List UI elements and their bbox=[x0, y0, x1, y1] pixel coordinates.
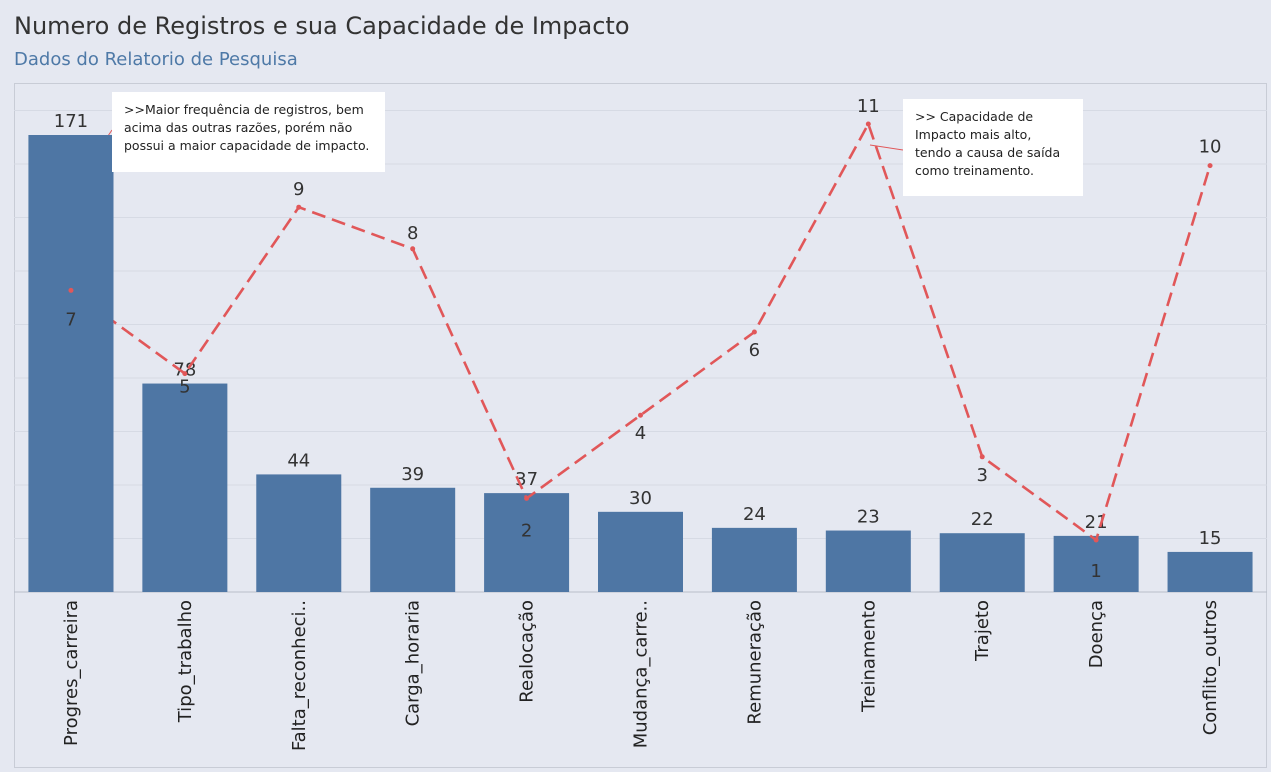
bar bbox=[370, 487, 456, 592]
line-value-label: 2 bbox=[521, 520, 532, 541]
impact-line bbox=[70, 120, 1212, 543]
category-label: Progres_carreira bbox=[61, 600, 82, 746]
bar bbox=[1053, 535, 1139, 592]
chart-title: Numero de Registros e sua Capacidade de … bbox=[14, 12, 630, 40]
line-point bbox=[638, 412, 643, 418]
line-value-label: 3 bbox=[977, 465, 988, 486]
bar bbox=[825, 530, 911, 592]
bar bbox=[142, 383, 228, 592]
line-point bbox=[751, 329, 757, 335]
bar-value-label: 22 bbox=[971, 509, 994, 530]
line-value-label: 11 bbox=[857, 96, 880, 117]
annotation-leader-line bbox=[869, 144, 904, 151]
line-value-label: 8 bbox=[407, 223, 418, 244]
annotation-max-frequency: >>Maior frequência de registros, bem aci… bbox=[112, 92, 385, 172]
bar-value-label: 24 bbox=[743, 504, 766, 525]
line-point bbox=[865, 121, 871, 127]
line-value-label: 4 bbox=[635, 423, 646, 444]
bar bbox=[1167, 551, 1253, 592]
bar-value-label: 171 bbox=[54, 111, 88, 132]
bar-value-label: 15 bbox=[1199, 528, 1222, 549]
bar bbox=[256, 474, 342, 592]
category-label: Falta_reconheci.. bbox=[289, 600, 310, 751]
bar bbox=[939, 533, 1025, 592]
annotation-max-impact: >> Capacidade de Impacto mais alto, tend… bbox=[903, 99, 1083, 196]
category-label: Tipo_trabalho bbox=[175, 600, 196, 723]
line-value-label: 5 bbox=[179, 377, 190, 398]
plot-frame bbox=[14, 83, 1267, 768]
bar bbox=[598, 511, 683, 592]
line-point bbox=[410, 246, 416, 252]
chart-subtitle: Dados do Relatorio de Pesquisa bbox=[14, 49, 298, 70]
bar-value-label: 23 bbox=[857, 507, 880, 528]
category-label: Conflito_outros bbox=[1200, 600, 1221, 735]
bar bbox=[711, 527, 797, 592]
category-label: Remuneração bbox=[744, 600, 765, 725]
line-point bbox=[182, 371, 188, 377]
category-label: Realocação bbox=[517, 600, 538, 703]
line-value-label: 10 bbox=[1199, 137, 1222, 158]
bar-value-label: 30 bbox=[629, 488, 652, 509]
line-point bbox=[1207, 163, 1213, 169]
bar bbox=[484, 493, 570, 592]
line-value-label: 7 bbox=[65, 309, 76, 330]
line-point bbox=[979, 454, 985, 460]
line-value-label: 1 bbox=[1090, 561, 1101, 582]
bar-overlay bbox=[28, 135, 114, 592]
category-label: Trajeto bbox=[972, 600, 993, 662]
category-label: Carga_horaria bbox=[403, 600, 424, 726]
line-point bbox=[296, 204, 302, 210]
line-value-label: 9 bbox=[293, 179, 304, 200]
category-label: Mudança_carre.. bbox=[631, 600, 652, 748]
line-point bbox=[1093, 537, 1099, 543]
category-label: Treinamento bbox=[858, 600, 879, 713]
bar-value-label: 39 bbox=[401, 464, 424, 485]
category-label: Doença bbox=[1086, 600, 1107, 668]
line-point bbox=[68, 287, 74, 293]
line-point bbox=[524, 495, 530, 501]
line-value-label: 6 bbox=[749, 340, 760, 361]
bar-value-label: 44 bbox=[287, 450, 310, 471]
